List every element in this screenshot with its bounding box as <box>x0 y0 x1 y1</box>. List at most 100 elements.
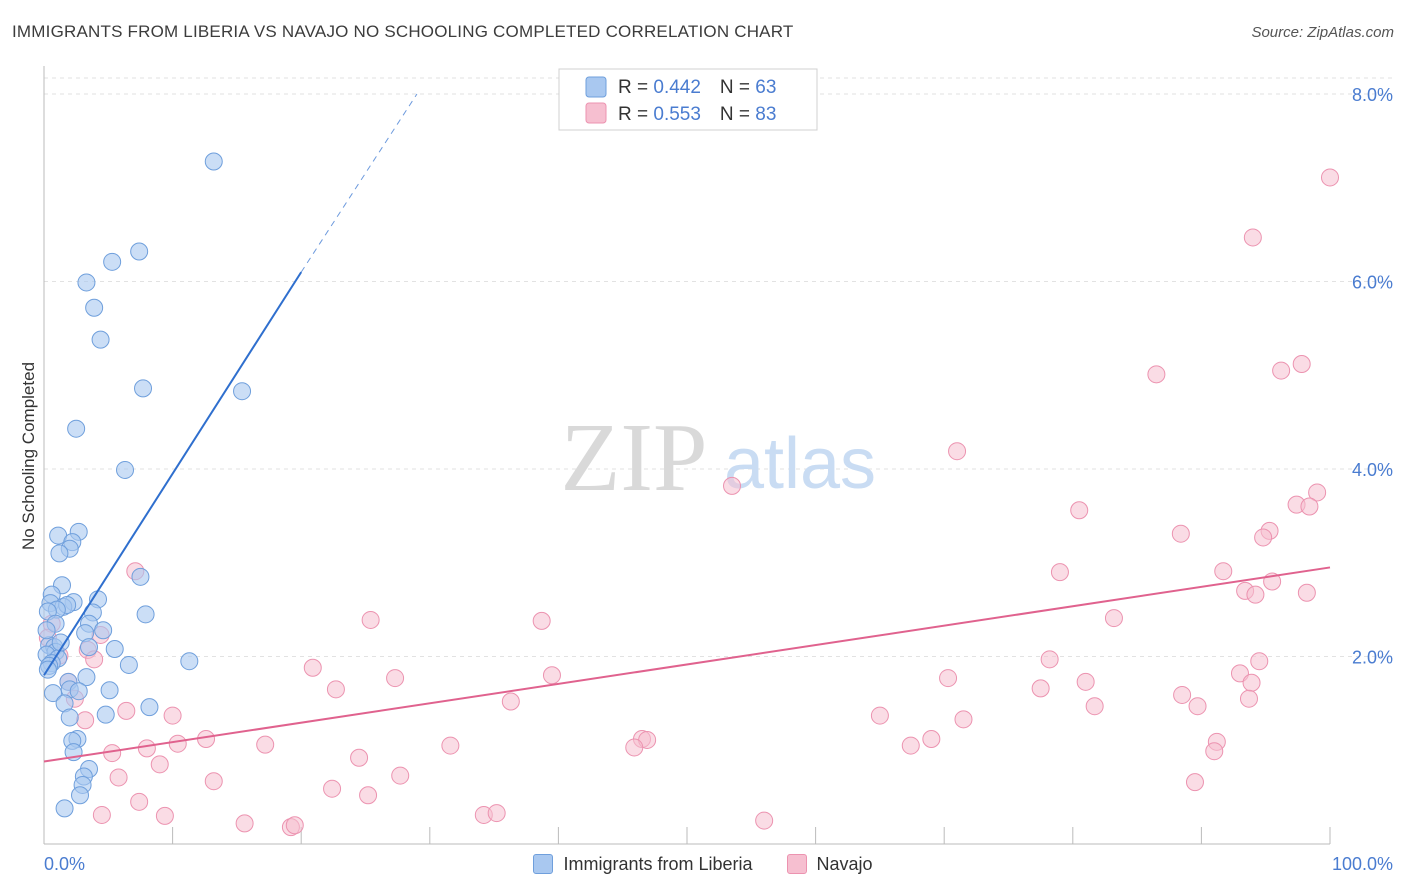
y-tick-labels: 2.0% 4.0% 6.0% 8.0% <box>1352 85 1393 668</box>
liberia-trend-line <box>43 271 303 676</box>
navajo-point <box>303 658 322 677</box>
liberia-point <box>51 633 70 652</box>
navajo-point <box>954 710 973 729</box>
legend-n-value: 63 <box>755 77 776 98</box>
legend-top-swatch-navajo <box>585 102 607 124</box>
legend-top-swatch-liberia <box>585 76 607 98</box>
navajo-point <box>197 730 216 748</box>
navajo-point <box>948 442 967 461</box>
navajo-point <box>1076 672 1095 691</box>
navajo-point <box>1250 652 1269 671</box>
navajo-point <box>1321 168 1339 187</box>
liberia-point <box>140 698 159 717</box>
y-tick-label: 6.0% <box>1352 273 1393 293</box>
navajo-point <box>386 669 405 688</box>
navajo-point <box>1188 697 1207 716</box>
legend-n-value: 83 <box>755 104 776 125</box>
navajo-point <box>1031 679 1050 698</box>
legend-r-value: 0.553 <box>653 104 701 125</box>
navajo-point <box>117 701 136 720</box>
navajo-point <box>1205 742 1224 761</box>
navajo-point <box>1297 583 1316 602</box>
liberia-point <box>77 668 96 687</box>
legend-r-label: R = <box>618 77 653 98</box>
liberia-point <box>85 298 104 317</box>
navajo-point <box>326 680 345 699</box>
watermark: ZIP atlas <box>561 404 877 512</box>
navajo-point <box>1185 773 1204 792</box>
axes <box>43 66 1331 845</box>
navajo-point <box>1040 650 1059 669</box>
navajo-point <box>723 476 742 495</box>
liberia-point <box>204 152 223 171</box>
liberia-point <box>105 640 124 658</box>
source-label: Source: ZipAtlas.com <box>1251 24 1394 41</box>
liberia-point <box>116 460 135 479</box>
navajo-point <box>150 755 169 774</box>
legend-item-liberia[interactable]: Immigrants from Liberia <box>533 853 753 875</box>
y-axis-label: No Schooling Completed <box>19 362 38 550</box>
navajo-point <box>204 772 223 791</box>
liberia-point <box>134 379 153 398</box>
liberia-point <box>55 799 74 818</box>
navajo-point <box>359 786 378 805</box>
navajo-point <box>1147 365 1166 384</box>
navajo-point <box>870 706 889 725</box>
navajo-point <box>1254 528 1273 547</box>
liberia-point <box>119 655 138 674</box>
grid-lines <box>44 77 1392 657</box>
navajo-point <box>1050 563 1069 582</box>
x-tick-label-max: 100.0% <box>1332 854 1393 874</box>
navajo-point <box>901 736 920 755</box>
liberia-point <box>94 621 113 640</box>
legend-n-label: N = <box>720 104 755 125</box>
legend-n-label: N = <box>720 77 755 98</box>
x-tick-label-min: 0.0% <box>44 854 85 874</box>
liberia-point <box>96 705 115 724</box>
liberia-point <box>136 605 155 624</box>
liberia-point <box>50 544 69 563</box>
y-tick-label: 8.0% <box>1352 85 1393 105</box>
liberia-point <box>60 708 79 727</box>
navajo-point <box>1173 685 1192 704</box>
liberia-point <box>180 652 199 671</box>
legend-label-navajo: Navajo <box>816 853 873 874</box>
x-tick-labels: 0.0% 100.0% <box>44 854 1393 874</box>
liberia-points <box>37 152 252 818</box>
liberia-point <box>77 273 96 292</box>
chart-title: IMMIGRANTS FROM LIBERIA VS NAVAJO NO SCH… <box>12 22 794 41</box>
legend-item-navajo[interactable]: Navajo <box>786 853 873 875</box>
navajo-point <box>501 692 520 711</box>
navajo-trend-line <box>43 566 1331 763</box>
navajo-point <box>532 611 551 630</box>
navajo-point <box>1239 689 1258 708</box>
navajo-point <box>487 804 506 823</box>
legend-swatch-navajo <box>786 854 807 874</box>
navajo-point <box>1242 673 1261 692</box>
navajo-point <box>285 816 304 835</box>
liberia-point <box>131 567 150 586</box>
liberia-trend-extension <box>300 93 418 273</box>
liberia-point <box>100 681 119 700</box>
navajo-point <box>1300 497 1319 516</box>
navajo-point <box>939 669 958 688</box>
navajo-point <box>235 814 254 833</box>
legend-bottom: Immigrants from Liberia Navajo <box>0 852 1406 876</box>
legend-label-liberia: Immigrants from Liberia <box>563 853 753 874</box>
navajo-point <box>361 610 380 629</box>
navajo-point <box>109 768 128 787</box>
legend-r-label: R = <box>618 104 653 125</box>
navajo-point <box>391 766 410 785</box>
navajo-point <box>137 739 156 758</box>
liberia-point <box>71 786 90 805</box>
navajo-point <box>1243 228 1262 247</box>
navajo-point <box>542 666 561 685</box>
navajo-point <box>1070 501 1089 520</box>
navajo-point <box>441 736 460 755</box>
navajo-point <box>76 711 95 730</box>
navajo-point <box>350 748 369 767</box>
navajo-point <box>1308 483 1327 502</box>
liberia-point <box>69 682 88 701</box>
navajo-point <box>130 792 149 811</box>
navajo-point <box>625 738 644 757</box>
